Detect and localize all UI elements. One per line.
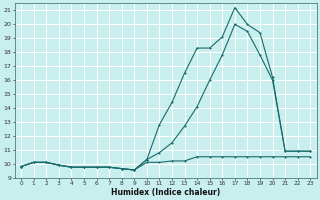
X-axis label: Humidex (Indice chaleur): Humidex (Indice chaleur) <box>111 188 220 197</box>
